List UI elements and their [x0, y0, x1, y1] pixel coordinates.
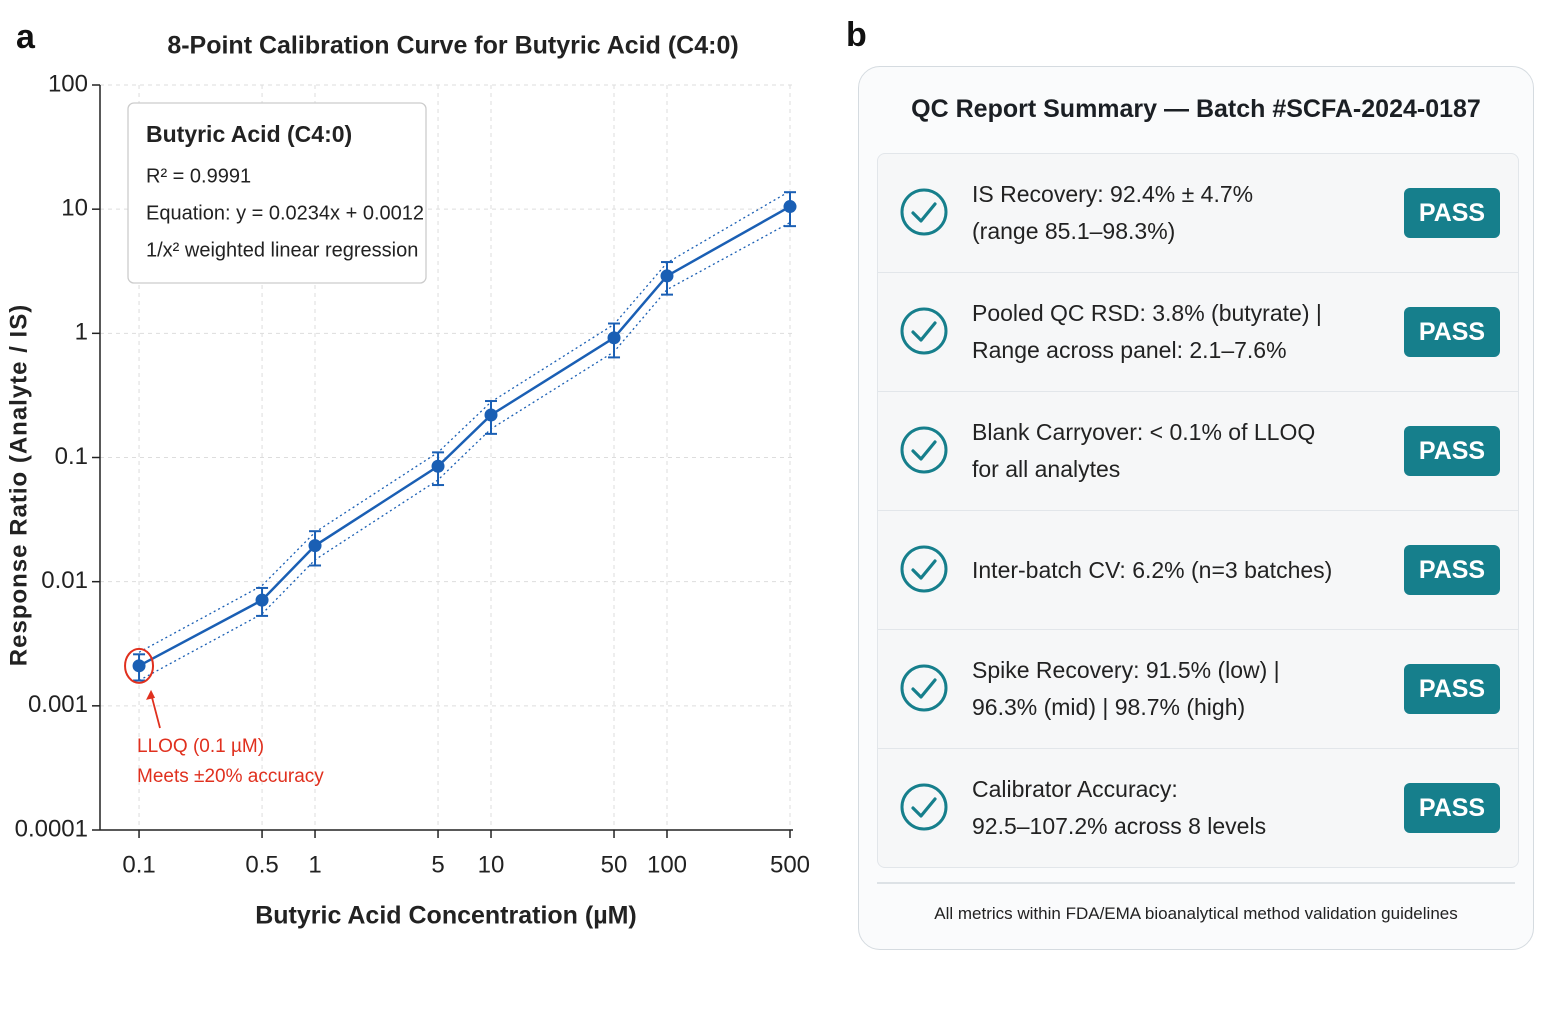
data-point: [255, 593, 269, 607]
qc-item: Calibrator Accuracy: 92.5–107.2% across 8…: [878, 749, 1518, 867]
qc-line: Spike Recovery: 91.5% (low) |: [972, 657, 1280, 683]
qc-item: Spike Recovery: 91.5% (low) | 96.3% (mid)…: [878, 630, 1518, 749]
chart-title: 8-Point Calibration Curve for Butyric Ac…: [167, 32, 738, 60]
qc-text: Spike Recovery: 91.5% (low) | 96.3% (mid)…: [972, 630, 1280, 748]
x-tick-label: 10: [478, 851, 505, 878]
pass-badge: PASS: [1404, 307, 1500, 357]
series-line: [138, 205, 791, 667]
qc-line: 96.3% (mid) | 98.7% (high): [972, 694, 1246, 720]
qc-text: Calibrator Accuracy: 92.5–107.2% across 8…: [972, 749, 1266, 867]
check-icon: [900, 426, 948, 474]
qc-title: QC Report Summary — Batch #SCFA-2024-018…: [911, 95, 1481, 123]
annotation-line: 1/x² weighted linear regression: [146, 239, 418, 261]
data-point: [308, 539, 322, 553]
check-icon: [900, 307, 948, 355]
callout-text: LLOQ (0.1 µM): [137, 736, 264, 757]
y-tick-label: 10: [61, 195, 88, 222]
data-point: [431, 459, 445, 473]
qc-text: Blank Carryover: < 0.1% of LLOQ for all a…: [972, 392, 1315, 510]
qc-text: Pooled QC RSD: 3.8% (butyrate) | Range ac…: [972, 273, 1322, 391]
lloq-circle: [124, 647, 155, 684]
qc-line: Calibrator Accuracy:: [972, 776, 1178, 802]
pass-badge: PASS: [1404, 426, 1500, 476]
qc-line: for all analytes: [972, 456, 1121, 482]
x-axis-label: Butyric Acid Concentration (µM): [255, 902, 637, 930]
x-tick-label: 1: [308, 851, 321, 878]
data-point: [607, 331, 621, 345]
x-tick-label: 0.1: [122, 851, 155, 878]
x-tick-label: 100: [647, 851, 687, 878]
qc-list: IS Recovery: 92.4% ± 4.7% (range 85.1–98.…: [877, 153, 1519, 868]
y-axis-label: Response Ratio (Analyte / IS): [5, 304, 32, 666]
qc-item: IS Recovery: 92.4% ± 4.7% (range 85.1–98.…: [878, 154, 1518, 273]
data-point: [783, 200, 797, 214]
qc-line: Blank Carryover: < 0.1% of LLOQ: [972, 419, 1316, 445]
data-point: [484, 408, 498, 422]
x-tick-label: 0.5: [245, 851, 278, 878]
y-tick-label: 0.1: [55, 443, 88, 470]
x-tick-label: 50: [601, 851, 628, 878]
panel-label: a: [16, 18, 35, 56]
check-icon: [900, 664, 948, 712]
callout-arrowhead: [146, 689, 156, 700]
y-tick-label: 0.0001: [15, 815, 88, 842]
pass-badge: PASS: [1404, 664, 1500, 714]
y-tick-label: 0.001: [28, 691, 88, 718]
qc-footer: All metrics within FDA/EMA bioanalytical…: [877, 882, 1515, 924]
panel-label: b: [846, 16, 867, 54]
qc-line: (range 85.1–98.3%): [972, 218, 1176, 244]
confidence-line: [138, 221, 791, 682]
callout-text: Meets ±20% accuracy: [137, 766, 324, 787]
qc-line: IS Recovery: 92.4% ± 4.7%: [972, 181, 1254, 207]
annotation-box: [127, 102, 427, 284]
annotation-line: R² = 0.9991: [146, 165, 251, 187]
qc-item: Blank Carryover: < 0.1% of LLOQ for all a…: [878, 392, 1518, 511]
y-tick-label: 100: [48, 70, 88, 97]
check-icon: [900, 783, 948, 831]
y-tick-label: 0.01: [41, 567, 88, 594]
qc-line: Pooled QC RSD: 3.8% (butyrate) |: [972, 300, 1322, 326]
chart: 8-Point Calibration Curve for Butyric Ac…: [5, 32, 810, 930]
qc-line: Range across panel: 2.1–7.6%: [972, 337, 1287, 363]
annotation-line: Equation: y = 0.0234x + 0.0012: [146, 202, 424, 224]
qc-item: Inter-batch CV: 6.2% (n=3 batches) PASS: [878, 511, 1518, 630]
qc-line: Inter-batch CV: 6.2% (n=3 batches): [972, 556, 1333, 583]
pass-badge: PASS: [1404, 188, 1500, 238]
qc-panel: QC Report Summary — Batch #SCFA-2024-018…: [858, 66, 1534, 950]
check-icon: [900, 545, 948, 593]
qc-text: IS Recovery: 92.4% ± 4.7% (range 85.1–98.…: [972, 154, 1253, 272]
x-tick-label: 500: [770, 851, 810, 878]
annotation-title: Butyric Acid (C4:0): [146, 121, 352, 147]
callout-arrow: [150, 693, 161, 729]
y-tick-label: 1: [75, 319, 88, 346]
qc-item: Pooled QC RSD: 3.8% (butyrate) | Range ac…: [878, 273, 1518, 392]
check-icon: [900, 188, 948, 236]
qc-line: 92.5–107.2% across 8 levels: [972, 813, 1267, 839]
data-point: [132, 659, 146, 673]
data-point: [660, 269, 674, 283]
pass-badge: PASS: [1404, 783, 1500, 833]
x-tick-label: 5: [431, 851, 444, 878]
pass-badge: PASS: [1404, 545, 1500, 595]
qc-text: Inter-batch CV: 6.2% (n=3 batches): [972, 511, 1332, 629]
